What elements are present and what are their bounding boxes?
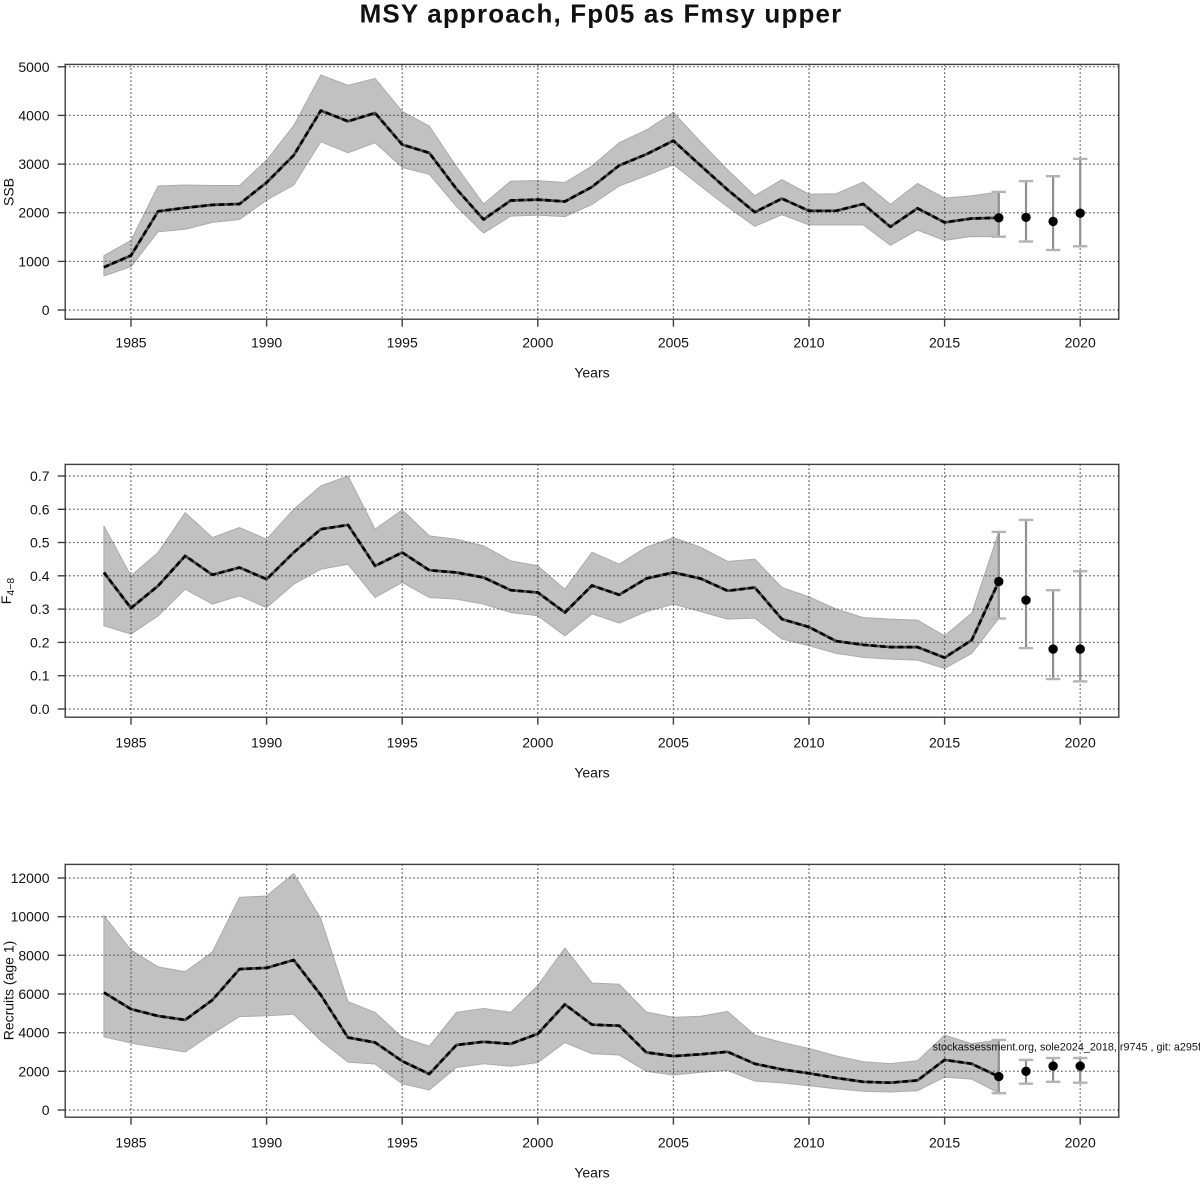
svg-text:0.2: 0.2 (30, 634, 50, 650)
svg-text:F4−8: F4−8 (0, 578, 17, 605)
svg-text:0.6: 0.6 (30, 501, 50, 517)
svg-text:Years: Years (574, 365, 609, 381)
svg-text:2005: 2005 (658, 735, 689, 751)
svg-text:0.0: 0.0 (30, 701, 50, 717)
svg-text:0.3: 0.3 (30, 601, 50, 617)
svg-text:1990: 1990 (251, 1135, 282, 1151)
svg-text:1995: 1995 (387, 735, 418, 751)
svg-text:2010: 2010 (793, 1135, 824, 1151)
svg-text:12000: 12000 (11, 870, 50, 886)
svg-text:stockassessment.org, sole2024_: stockassessment.org, sole2024_2018, r974… (933, 1041, 1200, 1053)
svg-text:0: 0 (42, 1102, 50, 1118)
svg-text:Years: Years (574, 1165, 609, 1181)
svg-text:3000: 3000 (18, 156, 49, 172)
svg-text:2000: 2000 (18, 1063, 49, 1079)
svg-text:1995: 1995 (387, 335, 418, 351)
svg-text:0: 0 (42, 302, 50, 318)
svg-text:1995: 1995 (387, 1135, 418, 1151)
svg-text:2020: 2020 (1065, 335, 1096, 351)
svg-text:10000: 10000 (11, 909, 50, 925)
svg-text:2000: 2000 (522, 735, 553, 751)
svg-text:2010: 2010 (793, 335, 824, 351)
svg-text:1990: 1990 (251, 735, 282, 751)
svg-text:Years: Years (574, 765, 609, 781)
svg-text:2000: 2000 (18, 205, 49, 221)
svg-text:2000: 2000 (522, 335, 553, 351)
svg-text:2000: 2000 (522, 1135, 553, 1151)
svg-text:0.7: 0.7 (30, 468, 50, 484)
svg-text:SSB: SSB (1, 178, 17, 206)
svg-text:2005: 2005 (658, 1135, 689, 1151)
svg-text:2010: 2010 (793, 735, 824, 751)
svg-text:4000: 4000 (18, 1025, 49, 1041)
svg-text:5000: 5000 (18, 59, 49, 75)
svg-text:2005: 2005 (658, 335, 689, 351)
svg-text:0.4: 0.4 (30, 568, 50, 584)
svg-text:2015: 2015 (929, 335, 960, 351)
svg-text:2015: 2015 (929, 735, 960, 751)
svg-text:0.1: 0.1 (30, 668, 50, 684)
svg-text:8000: 8000 (18, 947, 49, 963)
svg-text:2020: 2020 (1065, 735, 1096, 751)
svg-text:1985: 1985 (115, 335, 146, 351)
svg-text:2020: 2020 (1065, 1135, 1096, 1151)
svg-text:0.5: 0.5 (30, 535, 50, 551)
svg-text:1985: 1985 (115, 1135, 146, 1151)
svg-text:1990: 1990 (251, 335, 282, 351)
svg-text:2015: 2015 (929, 1135, 960, 1151)
svg-text:1000: 1000 (18, 253, 49, 269)
svg-text:1985: 1985 (115, 735, 146, 751)
svg-text:6000: 6000 (18, 986, 49, 1002)
svg-text:Recruits (age 1): Recruits (age 1) (1, 941, 17, 1041)
svg-text:MSY approach, Fp05 as Fmsy upp: MSY approach, Fp05 as Fmsy upper (360, 0, 843, 29)
svg-text:4000: 4000 (18, 107, 49, 123)
